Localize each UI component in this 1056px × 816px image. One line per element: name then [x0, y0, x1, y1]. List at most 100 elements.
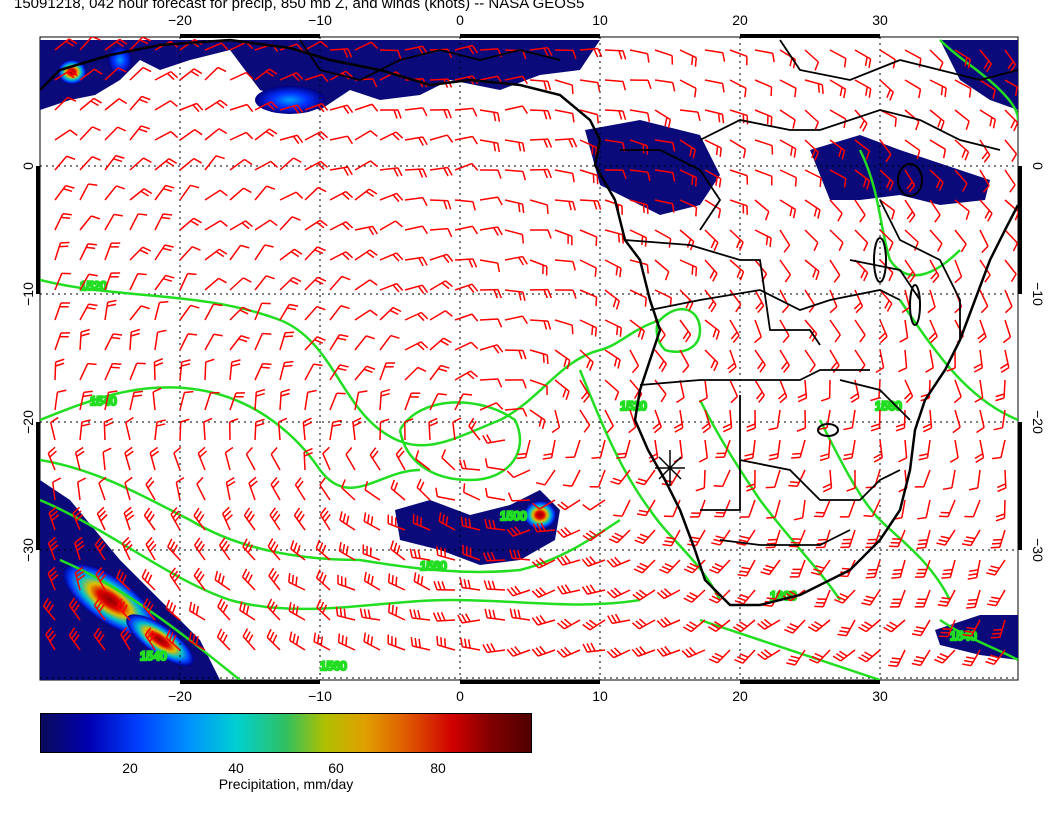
wind-barb: [512, 557, 531, 561]
wind-barb-flag: [521, 75, 529, 85]
wind-barb-flag: [95, 630, 103, 640]
wind-barb-flag: [240, 244, 250, 249]
wind-barb-flag: [83, 390, 93, 394]
wind-barb-flag: [459, 578, 463, 588]
wind-barb-flag: [518, 350, 523, 360]
wind-barb: [204, 66, 219, 81]
wind-barb-flag: [143, 157, 152, 164]
wind-barb-flag: [231, 359, 241, 363]
wind-barb-flag: [583, 424, 591, 433]
wind-barb: [554, 169, 573, 175]
wind-barb-flag: [937, 604, 947, 607]
wind-barb-flag: [285, 331, 295, 334]
wind-barb-flag: [363, 608, 367, 619]
wind-barb: [629, 259, 648, 266]
wind-barb: [879, 439, 883, 458]
wind-barb-flag: [130, 328, 141, 333]
wind-barb: [79, 243, 89, 261]
wind-barb: [538, 559, 556, 569]
wind-barb-flag: [585, 585, 593, 594]
wind-barb-flag: [686, 623, 695, 630]
wind-barb-flag: [415, 450, 420, 460]
wind-barb: [354, 130, 371, 141]
wind-barb-flag: [813, 568, 823, 573]
wind-barb-flag: [240, 335, 250, 340]
wind-barb-flag: [196, 476, 204, 485]
wind-barb-flag: [368, 188, 378, 195]
wind-barb-flag: [319, 507, 327, 516]
wind-barb-flag: [166, 72, 175, 81]
wind-barb: [929, 259, 940, 277]
wind-barb-flag: [571, 325, 574, 335]
wind-barb: [804, 289, 816, 306]
wind-barb: [79, 363, 89, 381]
wind-barb-flag: [591, 456, 601, 460]
wind-barb-flag: [741, 566, 751, 570]
wind-barb: [904, 199, 916, 216]
wind-barb: [554, 79, 573, 86]
wind-barb-flag: [396, 192, 404, 201]
wind-barb-flag: [466, 372, 475, 380]
wind-barb-flag: [199, 450, 207, 458]
wind-barb: [454, 162, 473, 171]
wind-barb-flag: [459, 459, 463, 469]
wind-barb-flag: [447, 49, 453, 59]
wind-barb-flag: [154, 361, 164, 367]
wind-barb: [851, 439, 856, 458]
wind-barb-flag: [560, 501, 569, 509]
wind-barb-flag: [593, 48, 599, 58]
wind-barb-flag: [81, 419, 91, 423]
wind-barb-flag: [763, 604, 773, 607]
wind-barb: [437, 495, 456, 501]
wind-barb: [154, 185, 167, 201]
wind-barb-flag: [245, 220, 253, 228]
wind-barb-flag: [470, 341, 479, 350]
wind-barb: [904, 49, 922, 60]
wind-barb: [504, 407, 523, 411]
wind-barb: [214, 579, 231, 591]
wind-barb-flag: [736, 623, 745, 630]
wind-barb-flag: [888, 272, 894, 282]
wind-barb-flag: [495, 402, 504, 410]
wind-barb: [245, 453, 256, 471]
wind-barb: [319, 514, 331, 531]
wind-barb-flag: [886, 624, 895, 630]
wind-barb-flag: [722, 52, 726, 62]
wind-barb-flag: [660, 647, 668, 656]
wind-barb-flag: [843, 58, 847, 68]
wind-barb: [462, 586, 481, 591]
wind-barb-flag: [861, 654, 870, 660]
wind-barb-flag: [898, 367, 907, 373]
wind-barb-flag: [888, 664, 898, 667]
wind-barb: [54, 185, 67, 201]
wind-barb: [719, 529, 731, 546]
wind-barb-flag: [681, 650, 690, 658]
wind-barb: [879, 169, 894, 183]
wind-barb: [1000, 439, 1006, 458]
wind-barb-flag: [589, 556, 597, 564]
wind-barb: [854, 79, 872, 90]
wind-barb-flag: [637, 536, 646, 542]
wind-barb-flag: [591, 325, 594, 335]
wind-barb-flag: [719, 147, 722, 157]
wind-barb-flag: [472, 201, 476, 211]
wind-barb-flag: [547, 320, 552, 330]
wind-barb-flag: [352, 417, 362, 423]
wind-barb: [117, 606, 131, 621]
wind-barb: [571, 469, 581, 487]
wind-barb-flag: [497, 318, 503, 328]
wind-barb-flag: [143, 507, 151, 516]
wind-barb-flag: [911, 633, 922, 637]
wind-barb: [454, 135, 473, 141]
wind-barb-flag: [370, 41, 379, 50]
wind-barb: [529, 199, 548, 206]
wind-barb: [993, 649, 1006, 665]
wind-barb-flag: [118, 98, 128, 105]
wind-barb-flag: [266, 598, 273, 608]
wind-barb: [441, 457, 456, 471]
wind-barb: [904, 349, 908, 368]
wind-barb-flag: [791, 456, 801, 459]
wind-barb-flag: [438, 368, 448, 372]
wind-barb-flag: [611, 535, 621, 541]
wind-barb-flag: [162, 247, 172, 252]
